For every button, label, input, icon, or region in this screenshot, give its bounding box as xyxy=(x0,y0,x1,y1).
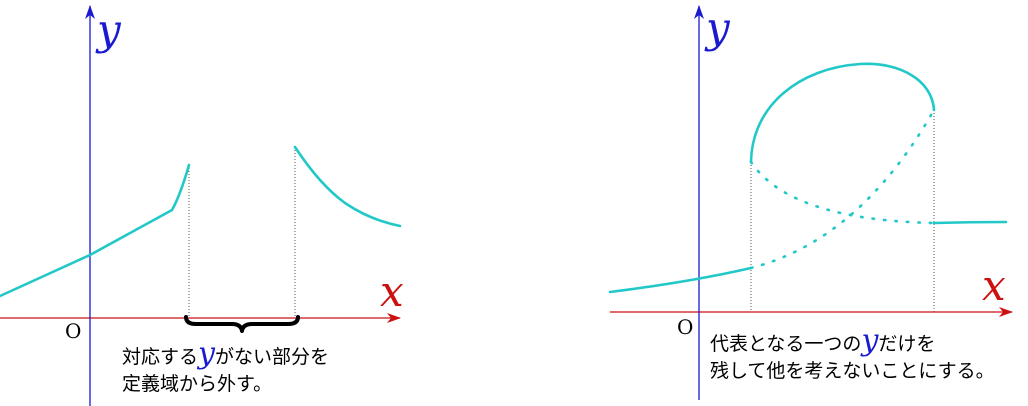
left-caption-line-1: 対応するyがない部分を xyxy=(122,336,329,371)
right-y-label: y xyxy=(704,3,731,52)
right-curve-dotted-lower-left xyxy=(749,108,936,270)
right-curve-upper-arc xyxy=(749,62,936,164)
left-curve-segment-1 xyxy=(0,163,191,298)
left-x-label: x xyxy=(380,267,404,316)
right-panel: x y O xyxy=(608,3,1013,400)
left-origin-label: O xyxy=(65,319,81,343)
right-caption-line-1: 代表となる一つのyだけを xyxy=(710,323,936,358)
left-y-label: y xyxy=(95,5,122,54)
right-curve-dotted-lower-right xyxy=(749,160,936,225)
left-panel: x y O xyxy=(0,5,404,406)
left-caption: 対応するyがない部分を 定義域から外す。 xyxy=(122,336,329,398)
right-curve-left-branch xyxy=(608,266,753,294)
right-x-label: x xyxy=(982,261,1006,310)
left-caption-variable: y xyxy=(198,336,215,371)
left-curve-segment-2 xyxy=(293,145,402,228)
left-caption-line-2: 定義域から外す。 xyxy=(122,373,273,395)
left-brace xyxy=(184,315,300,333)
right-origin-label: O xyxy=(677,315,693,339)
right-caption-line-2: 残して他を考えないことにする。 xyxy=(710,360,995,382)
right-caption-variable: y xyxy=(861,323,879,358)
right-curve-right-branch xyxy=(932,220,1008,225)
right-caption: 代表となる一つのyだけを 残して他を考えないことにする。 xyxy=(710,323,995,385)
